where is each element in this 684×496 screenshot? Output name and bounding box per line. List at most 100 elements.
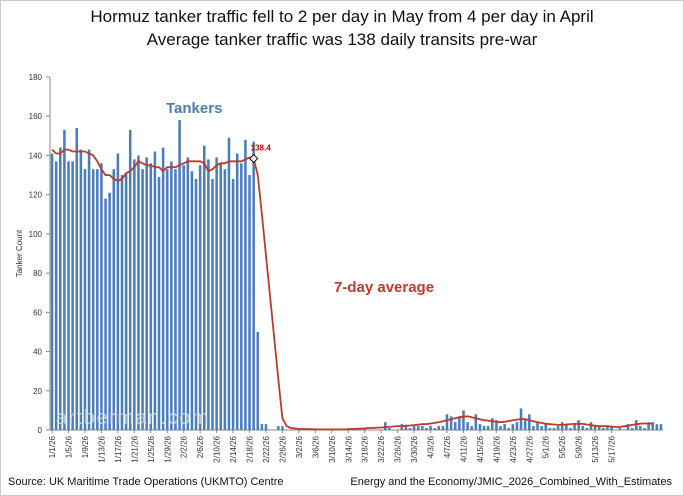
tanker-bar xyxy=(569,428,572,430)
x-tick-label: 1/5/26 xyxy=(65,435,74,458)
dataset-credit: Energy and the Economy/JMIC_2026_Combine… xyxy=(350,476,672,488)
tanker-bar xyxy=(211,178,214,430)
x-tick-label: 1/1/26 xyxy=(48,435,57,458)
tanker-bar xyxy=(215,157,218,430)
tanker-bar xyxy=(503,424,506,430)
tanker-bar xyxy=(165,169,169,430)
tanker-bar xyxy=(462,410,465,430)
tanker-bar xyxy=(647,422,650,430)
tanker-bar xyxy=(141,169,144,430)
tanker-bar xyxy=(128,129,132,430)
x-tick-label: 4/7/26 xyxy=(443,435,452,458)
y-tick-label: 40 xyxy=(33,348,42,357)
x-tick-label: 2/26/26 xyxy=(278,435,287,462)
x-tick-label: 3/18/26 xyxy=(361,435,370,462)
tanker-bar xyxy=(606,426,609,430)
y-tick-label: 80 xyxy=(33,269,42,278)
tanker-bar xyxy=(458,416,461,430)
tanker-bar xyxy=(203,145,206,430)
tanker-bar xyxy=(630,428,634,430)
tanker-bar xyxy=(560,422,564,430)
tanker-bar xyxy=(281,426,284,430)
x-tick-label: 5/17/26 xyxy=(608,435,617,462)
tanker-bar xyxy=(585,428,589,430)
tanker-bar xyxy=(639,426,642,430)
x-tick-label: 3/2/26 xyxy=(295,435,304,458)
tanker-bar xyxy=(260,424,264,430)
tanker-bar xyxy=(429,426,432,430)
tanker-bar xyxy=(466,422,469,430)
x-tick-label: 2/2/26 xyxy=(180,435,189,458)
tanker-bar xyxy=(626,424,630,430)
x-tick-label: 3/6/26 xyxy=(311,435,320,458)
tanker-bar xyxy=(470,426,473,430)
tanker-bar xyxy=(433,428,436,430)
tanker-bar xyxy=(573,424,576,430)
x-tick-label: 1/25/26 xyxy=(147,435,156,462)
x-tick-label: 4/15/26 xyxy=(476,435,485,462)
tanker-bar xyxy=(449,416,453,430)
seven-day-average-line xyxy=(51,148,653,431)
tanker-bar xyxy=(67,161,70,431)
tanker-bar xyxy=(231,178,235,430)
x-tick-label: 5/5/26 xyxy=(558,435,567,458)
x-tick-label: 2/6/26 xyxy=(196,435,205,458)
x-tick-label: 1/21/26 xyxy=(130,435,139,462)
tanker-bar xyxy=(404,426,408,430)
tanker-bar xyxy=(445,414,449,430)
tanker-bar xyxy=(54,161,58,431)
x-tick-label: 3/30/26 xyxy=(410,435,419,462)
tanker-bar xyxy=(104,198,107,430)
tanker-bar xyxy=(507,428,510,430)
tanker-bar xyxy=(610,426,613,430)
tanker-bar xyxy=(556,426,560,430)
tanker-bar xyxy=(540,426,543,430)
tanker-bar xyxy=(412,426,416,430)
x-tick-label: 1/29/26 xyxy=(163,435,172,462)
tanker-bar xyxy=(495,420,498,430)
tanker-bar xyxy=(137,155,140,430)
tanker-bar xyxy=(453,422,457,430)
tanker-bar xyxy=(50,153,54,430)
tanker-bar xyxy=(478,424,482,430)
tanker-bar xyxy=(581,426,585,430)
tanker-bar xyxy=(252,141,255,430)
x-tick-label: 4/23/26 xyxy=(509,435,518,462)
tanker-bar xyxy=(536,422,539,430)
x-tick-label: 3/14/26 xyxy=(344,435,353,462)
chart-subtitle: Average tanker traffic was 138 daily tra… xyxy=(146,30,538,49)
tanker-bar xyxy=(544,424,548,430)
tanker-bar xyxy=(157,177,161,430)
tanker-bar xyxy=(75,127,79,430)
tanker-bar xyxy=(486,426,490,430)
tanker-bar xyxy=(178,120,181,431)
tanker-bar xyxy=(161,147,165,430)
tanker-bar xyxy=(643,428,646,430)
tanker-bar xyxy=(223,169,227,430)
tanker-bar xyxy=(441,426,445,430)
tanker-bar xyxy=(577,420,580,430)
tanker-bar xyxy=(100,163,103,431)
x-tick-label: 5/13/26 xyxy=(591,435,600,462)
tanker-bar xyxy=(474,414,478,430)
x-tick-label: 3/10/26 xyxy=(328,435,337,462)
tanker-bar xyxy=(63,129,66,430)
tanker-bar xyxy=(384,422,387,430)
tanker-bar xyxy=(515,422,519,430)
y-tick-label: 160 xyxy=(29,112,43,121)
tanker-bar xyxy=(277,426,280,430)
tanker-bar xyxy=(87,149,91,431)
tanker-bar xyxy=(96,169,99,430)
peak-average-label: 138.4 xyxy=(251,144,272,153)
x-tick-label: 3/22/26 xyxy=(377,435,386,462)
tanker-bar xyxy=(116,153,120,430)
tanker-bar xyxy=(523,420,527,430)
x-tick-label: 1/13/26 xyxy=(97,435,106,462)
tanker-bar xyxy=(602,428,605,430)
tanker-bar xyxy=(198,165,202,430)
tanker-bar xyxy=(256,331,260,430)
y-tick-label: 0 xyxy=(38,426,43,435)
tanker-bar xyxy=(207,159,210,430)
x-tick-label: 1/9/26 xyxy=(81,435,90,458)
tanker-bar xyxy=(490,418,494,430)
